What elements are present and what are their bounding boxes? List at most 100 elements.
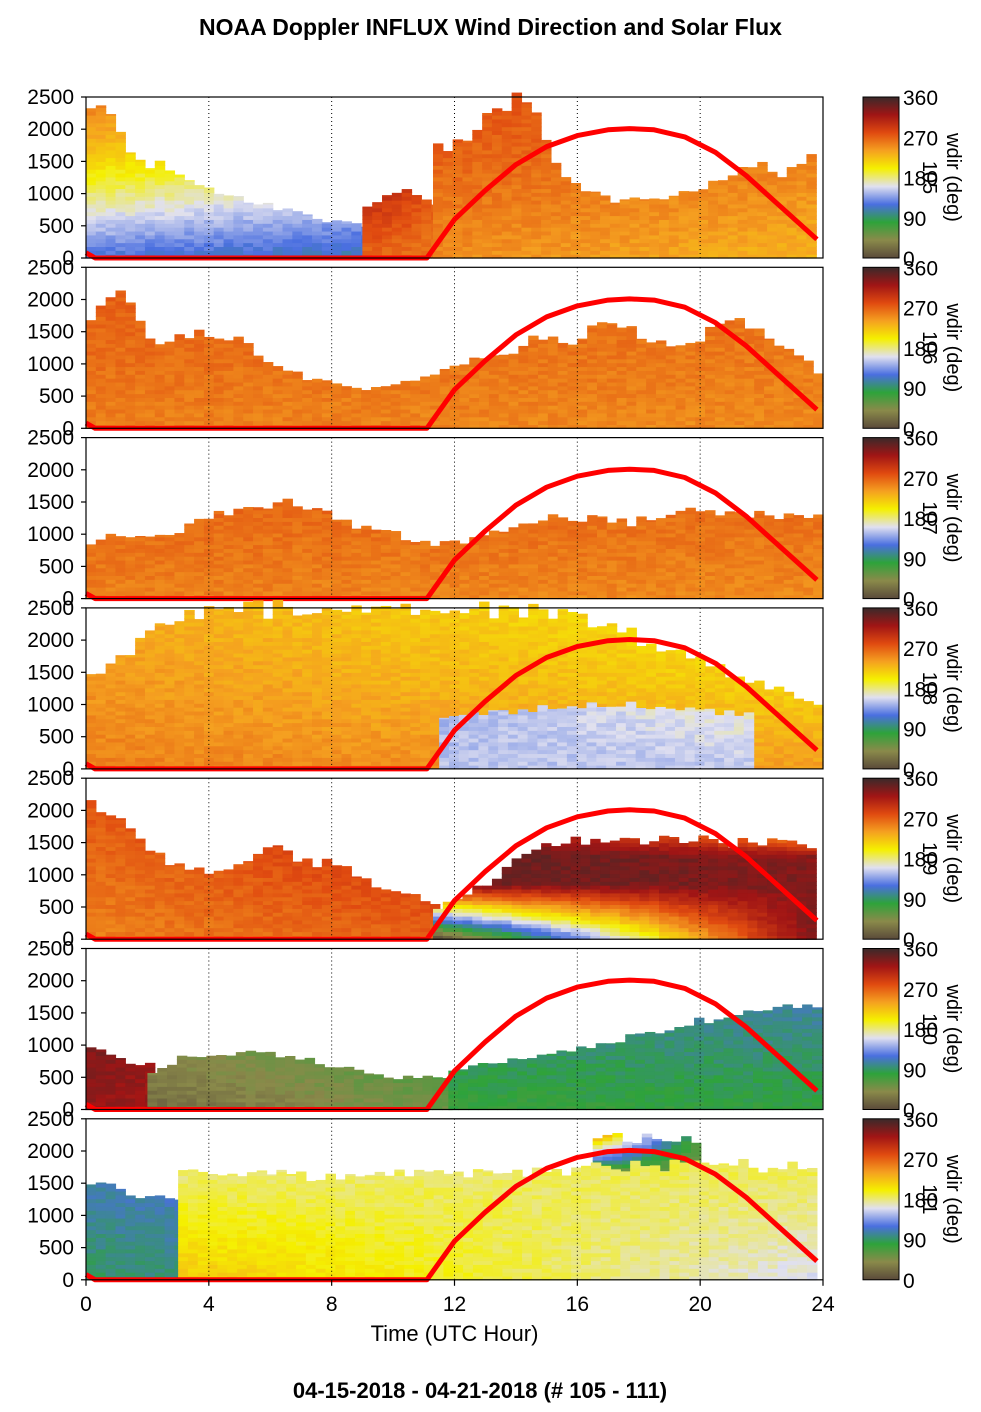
heatmap-cell bbox=[370, 552, 382, 557]
heatmap-cell bbox=[714, 552, 726, 557]
heatmap-cell bbox=[391, 250, 403, 255]
heatmap-cell bbox=[665, 401, 677, 406]
heatmap-cell bbox=[587, 567, 598, 573]
heatmap-cell bbox=[501, 230, 513, 236]
heatmap-cell bbox=[501, 110, 513, 112]
heatmap-cell bbox=[734, 590, 745, 596]
heatmap-cell bbox=[459, 552, 470, 557]
heatmap-cell bbox=[773, 556, 785, 561]
heatmap-cell bbox=[538, 583, 549, 588]
heatmap-cell bbox=[105, 579, 117, 584]
heatmap-cell bbox=[793, 587, 804, 592]
heatmap-cell bbox=[164, 172, 176, 178]
heatmap-cell bbox=[154, 389, 166, 395]
heatmap-cell bbox=[626, 420, 637, 426]
heatmap-cell bbox=[115, 389, 126, 395]
heatmap-cell bbox=[665, 529, 677, 534]
heatmap-cell bbox=[223, 408, 234, 414]
heatmap-cell bbox=[154, 587, 166, 592]
heatmap-cell bbox=[518, 523, 529, 526]
heatmap-cell bbox=[488, 374, 500, 379]
heatmap-cell bbox=[482, 169, 493, 174]
heatmap-cell bbox=[629, 219, 640, 224]
heatmap-cell bbox=[550, 238, 562, 244]
heatmap-cell bbox=[685, 354, 696, 360]
heatmap-cell bbox=[95, 196, 107, 201]
heatmap-cell bbox=[390, 412, 402, 418]
heatmap-cell bbox=[606, 590, 618, 596]
heatmap-cell bbox=[724, 594, 736, 600]
heatmap-cell bbox=[135, 559, 146, 565]
heatmap-cell bbox=[469, 408, 480, 414]
heatmap-cell bbox=[164, 405, 176, 410]
heatmap-cell bbox=[570, 196, 582, 201]
heatmap-cell bbox=[174, 401, 185, 406]
heatmap-cell bbox=[194, 219, 205, 224]
heatmap-cell bbox=[616, 579, 628, 584]
heatmap-cell bbox=[462, 234, 473, 240]
heatmap-cell bbox=[511, 145, 523, 151]
heatmap-cell bbox=[213, 393, 225, 398]
heatmap-cell bbox=[421, 238, 432, 244]
heatmap-cell bbox=[243, 202, 254, 205]
heatmap-cell bbox=[86, 122, 97, 128]
heatmap-cell bbox=[174, 334, 185, 337]
heatmap-cell bbox=[518, 583, 529, 588]
heatmap-cell bbox=[616, 544, 628, 549]
heatmap-cell bbox=[734, 331, 745, 337]
heatmap-cell bbox=[472, 254, 483, 259]
heatmap-cell bbox=[115, 575, 126, 580]
heatmap-cell bbox=[639, 238, 650, 244]
heatmap-cell bbox=[321, 556, 333, 561]
heatmap-cell bbox=[786, 167, 798, 170]
heatmap-cell bbox=[125, 416, 136, 422]
heatmap-cell bbox=[411, 211, 422, 217]
heatmap-cell bbox=[616, 587, 628, 592]
heatmap-cell bbox=[135, 211, 146, 217]
heatmap-cell bbox=[115, 354, 126, 360]
heatmap-cell bbox=[321, 587, 333, 592]
heatmap-cell bbox=[135, 200, 146, 205]
heatmap-cell bbox=[547, 540, 559, 546]
heatmap-cell bbox=[570, 250, 582, 255]
heatmap-cell bbox=[95, 312, 107, 317]
heatmap-cell bbox=[665, 354, 677, 360]
heatmap-cell bbox=[747, 192, 758, 197]
heatmap-cell bbox=[518, 556, 529, 561]
heatmap-cell bbox=[174, 587, 185, 592]
heatmap-cell bbox=[776, 188, 788, 193]
heatmap-cell bbox=[518, 420, 529, 426]
heatmap-cell bbox=[806, 157, 817, 162]
heatmap-cell bbox=[321, 548, 333, 553]
heatmap-cell bbox=[717, 192, 729, 197]
heatmap-cell bbox=[685, 416, 696, 422]
heatmap-cell bbox=[213, 366, 225, 371]
heatmap-cell bbox=[433, 196, 444, 201]
heatmap-cell bbox=[783, 532, 795, 538]
heatmap-cell bbox=[203, 336, 215, 341]
heatmap-cell bbox=[538, 389, 549, 395]
heatmap-cell bbox=[793, 424, 804, 429]
heatmap-cell bbox=[813, 559, 824, 565]
heatmap-cell bbox=[793, 378, 804, 383]
heatmap-cell bbox=[491, 122, 503, 128]
heatmap-cell bbox=[442, 169, 454, 174]
heatmap-cell bbox=[521, 200, 532, 205]
heatmap-cell bbox=[665, 358, 677, 364]
heatmap-cell bbox=[351, 242, 362, 247]
heatmap-cell bbox=[382, 238, 393, 244]
heatmap-cell bbox=[541, 254, 552, 259]
heatmap-cell bbox=[154, 176, 166, 182]
heatmap-cell bbox=[243, 540, 254, 546]
heatmap-cell bbox=[767, 238, 778, 244]
heatmap-cell bbox=[164, 563, 176, 569]
heatmap-cell bbox=[380, 405, 392, 410]
heatmap-cell bbox=[577, 381, 588, 387]
heatmap-cell bbox=[253, 211, 264, 217]
heatmap-cell bbox=[361, 525, 372, 530]
heatmap-cell bbox=[498, 594, 510, 600]
heatmap-cell bbox=[272, 529, 284, 534]
heatmap-cell bbox=[292, 238, 303, 244]
heatmap-cell bbox=[764, 579, 775, 584]
heatmap-cell bbox=[282, 412, 293, 418]
